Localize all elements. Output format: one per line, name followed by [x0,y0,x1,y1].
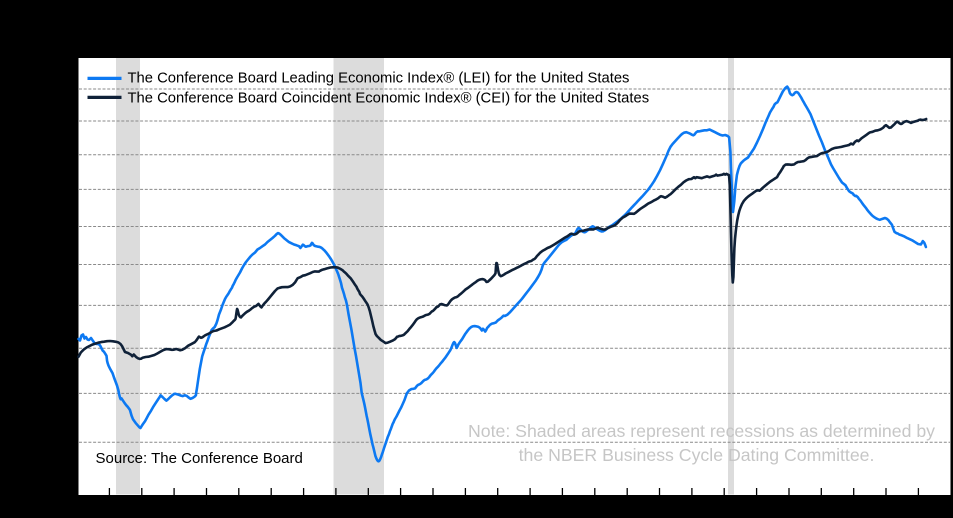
svg-text:Source: The Conference Board: Source: The Conference Board [96,450,303,467]
svg-text:The Conference Board Coinciden: The Conference Board Coincident Economic… [128,90,650,106]
svg-text:The Conference Board Leading E: The Conference Board Leading Economic In… [128,70,630,86]
svg-text:the NBER Business Cycle Dating: the NBER Business Cycle Dating Committee… [519,445,875,465]
svg-text:Note: Shaded areas represent r: Note: Shaded areas represent recessions … [468,421,935,441]
